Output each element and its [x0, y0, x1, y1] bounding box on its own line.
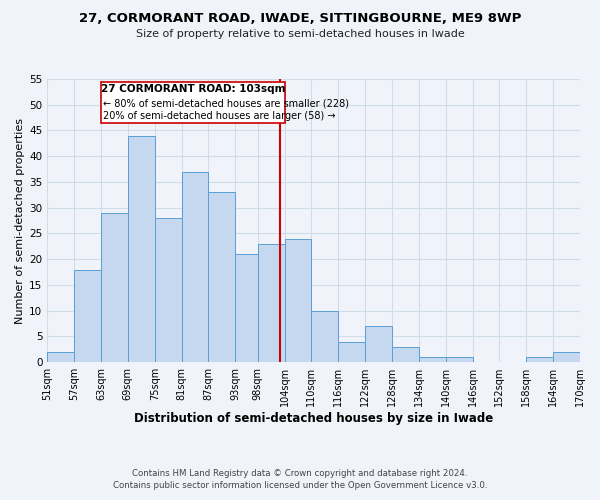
Bar — [235, 254, 257, 362]
Bar — [526, 357, 553, 362]
Bar — [284, 238, 311, 362]
Bar — [311, 310, 338, 362]
Text: Size of property relative to semi-detached houses in Iwade: Size of property relative to semi-detach… — [136, 29, 464, 39]
Text: Contains public sector information licensed under the Open Government Licence v3: Contains public sector information licen… — [113, 481, 487, 490]
Text: Contains HM Land Registry data © Crown copyright and database right 2024.: Contains HM Land Registry data © Crown c… — [132, 468, 468, 477]
Bar — [446, 357, 473, 362]
Bar — [101, 213, 128, 362]
Bar — [338, 342, 365, 362]
Text: 20% of semi-detached houses are larger (58) →: 20% of semi-detached houses are larger (… — [103, 112, 336, 122]
Bar — [365, 326, 392, 362]
Text: 27, CORMORANT ROAD, IWADE, SITTINGBOURNE, ME9 8WP: 27, CORMORANT ROAD, IWADE, SITTINGBOURNE… — [79, 12, 521, 26]
Bar — [128, 136, 155, 362]
Y-axis label: Number of semi-detached properties: Number of semi-detached properties — [15, 118, 25, 324]
Bar — [553, 352, 580, 362]
Bar — [419, 357, 446, 362]
Text: ← 80% of semi-detached houses are smaller (228): ← 80% of semi-detached houses are smalle… — [103, 98, 349, 108]
Bar — [47, 352, 74, 362]
Bar — [155, 218, 182, 362]
X-axis label: Distribution of semi-detached houses by size in Iwade: Distribution of semi-detached houses by … — [134, 412, 493, 425]
Bar — [208, 192, 235, 362]
Bar — [392, 347, 419, 362]
FancyBboxPatch shape — [101, 82, 284, 123]
Text: 27 CORMORANT ROAD: 103sqm: 27 CORMORANT ROAD: 103sqm — [101, 84, 285, 94]
Bar — [182, 172, 208, 362]
Bar — [257, 244, 284, 362]
Bar — [74, 270, 101, 362]
